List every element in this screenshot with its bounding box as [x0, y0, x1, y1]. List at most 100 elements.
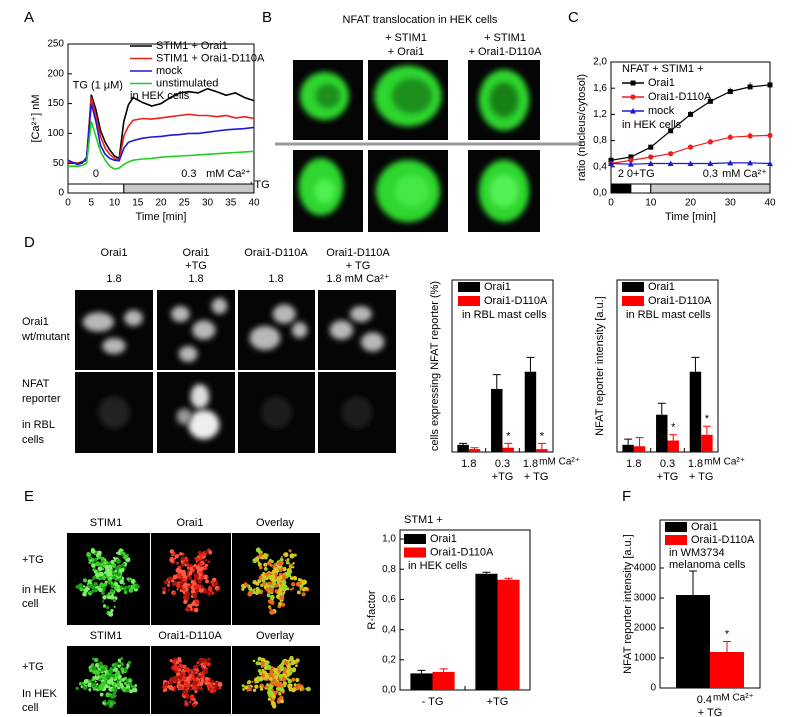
speckle — [296, 683, 302, 689]
speckle — [267, 697, 272, 701]
speckle — [168, 685, 174, 691]
row-label: cell — [22, 702, 39, 714]
speckle — [213, 580, 219, 586]
speckle — [284, 572, 287, 575]
speckle — [189, 670, 192, 673]
speckle — [179, 573, 182, 576]
speckle — [172, 574, 178, 580]
y-tick-label: 0,8 — [593, 135, 607, 146]
speckle — [301, 579, 307, 585]
speckle — [91, 665, 97, 671]
speckle — [199, 686, 204, 691]
speckle — [278, 673, 283, 679]
bar — [457, 444, 469, 452]
speckle — [252, 579, 257, 585]
marker — [687, 160, 694, 167]
speckle — [117, 664, 121, 668]
speckle — [193, 664, 199, 669]
y-tick-label: 0 — [58, 188, 64, 199]
speckle — [295, 677, 300, 683]
speckle — [188, 683, 191, 686]
speckle — [167, 583, 170, 587]
speckle — [269, 609, 275, 615]
cell — [392, 78, 432, 114]
speckle — [278, 692, 282, 696]
bath-unit: mM Ca²⁺ — [206, 168, 251, 180]
speckle — [193, 573, 199, 578]
speckle — [274, 674, 279, 679]
speckle — [196, 661, 200, 665]
speckle — [91, 682, 97, 688]
bar — [497, 579, 520, 690]
column-header: Orai1 — [177, 517, 204, 529]
speckle — [177, 675, 183, 680]
speckle — [105, 692, 111, 698]
speckle — [202, 589, 208, 594]
speckle — [287, 588, 290, 591]
speckle — [100, 667, 105, 672]
legend-label: Orai1-D110A — [648, 295, 712, 307]
marker — [767, 160, 773, 167]
speckle — [94, 663, 99, 668]
speckle — [134, 688, 138, 692]
speckle — [87, 583, 92, 589]
bath-label: 0.3 — [181, 168, 196, 180]
marker — [668, 151, 674, 157]
speckle — [95, 561, 101, 567]
speckle — [92, 688, 96, 691]
significance: * — [725, 628, 730, 640]
speckle — [108, 669, 113, 674]
speckle — [167, 589, 170, 592]
speckle — [113, 667, 118, 672]
speckle — [254, 684, 259, 689]
speckle — [169, 681, 173, 685]
speckle — [103, 587, 106, 590]
data-line — [68, 121, 255, 171]
speckle — [277, 560, 283, 566]
speckle — [191, 674, 195, 678]
speckle — [83, 588, 89, 593]
panel-letter: A — [24, 9, 34, 26]
speckle — [267, 560, 272, 566]
speckle — [207, 657, 211, 661]
category-unit: mM Ca²⁺ — [713, 693, 754, 704]
speckle — [106, 572, 111, 577]
error-bar — [526, 356, 535, 372]
speckle — [114, 672, 120, 678]
speckle — [182, 676, 187, 681]
bath-segment — [630, 183, 652, 194]
speckle — [175, 680, 178, 683]
speckle — [183, 593, 189, 599]
y-tick-label: 100 — [47, 128, 64, 139]
speckle — [265, 584, 268, 587]
speckle — [111, 688, 115, 691]
speckle — [119, 568, 124, 573]
speckle — [290, 658, 294, 661]
panel-letter: F — [622, 488, 631, 505]
x-tick-label: 30 — [725, 198, 737, 209]
speckle — [247, 591, 253, 597]
speckle — [103, 582, 108, 587]
column-header: + Orai1-D110A — [469, 46, 543, 58]
speckle — [200, 575, 203, 579]
speckle — [267, 661, 270, 664]
speckle — [270, 600, 275, 605]
bar — [633, 446, 646, 452]
speckle — [257, 656, 262, 661]
panel-title: NFAT translocation in HEK cells — [343, 14, 498, 26]
row-label: NFAT — [22, 378, 50, 390]
x-tick-label: 40 — [764, 198, 776, 209]
speckle — [246, 689, 250, 692]
speckle — [258, 565, 263, 570]
cell — [102, 338, 126, 354]
speckle — [270, 559, 274, 564]
y-tick-label: 0,2 — [382, 654, 396, 665]
legend-note: in WM3734 — [669, 547, 725, 559]
speckle — [189, 574, 192, 577]
legend-label: Orai1 — [691, 521, 718, 533]
x-tick-label: 10 — [645, 198, 657, 209]
speckle — [179, 552, 183, 556]
speckle — [109, 702, 113, 706]
speckle — [107, 592, 111, 596]
speckle — [113, 694, 117, 698]
